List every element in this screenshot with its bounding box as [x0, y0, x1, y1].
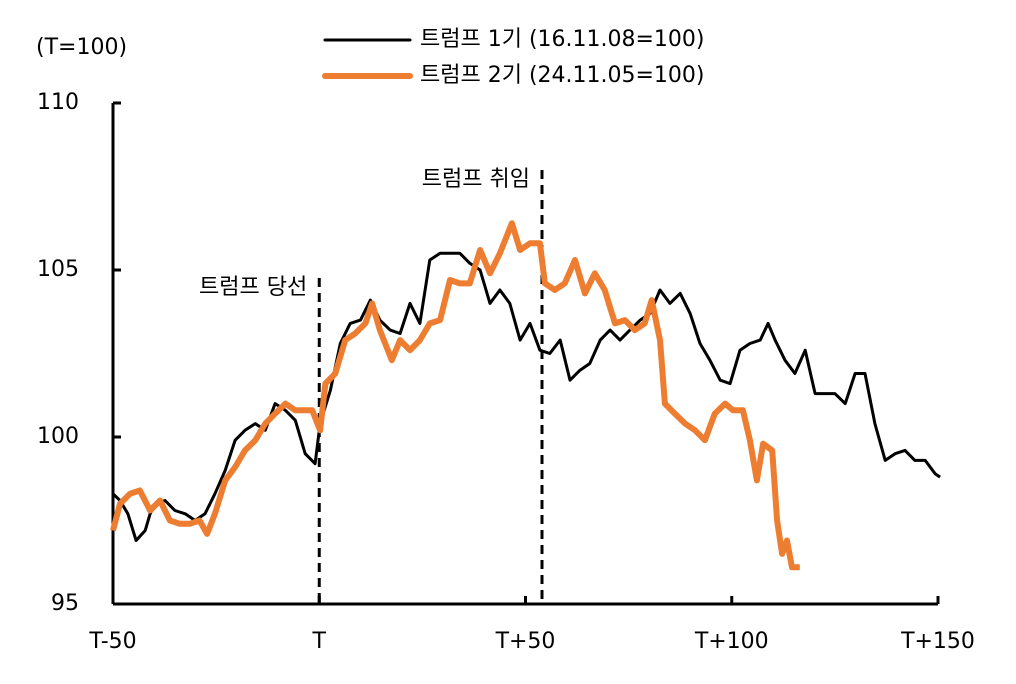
y-tick-label: 105 [37, 257, 79, 282]
x-tick-label: T [312, 629, 327, 654]
series-line [110, 220, 800, 571]
event-label: 트럼프 당선 [199, 275, 307, 300]
y-tick-label: 95 [51, 591, 79, 616]
y-tick-label: 100 [37, 424, 79, 449]
y-axis-label: (T=100) [36, 35, 127, 60]
x-tick-label: T+100 [694, 629, 769, 654]
x-tick-label: T-50 [88, 629, 136, 654]
legend-label: 트럼프 2기 (24.11.05=100) [420, 63, 705, 88]
event-label: 트럼프 취임 [422, 167, 530, 192]
x-tick-label: T+50 [495, 629, 556, 654]
y-tick-label: 110 [37, 90, 79, 115]
series-line [111, 251, 941, 542]
x-tick-label: T+150 [900, 629, 975, 654]
legend-label: 트럼프 1기 (16.11.08=100) [420, 27, 705, 52]
